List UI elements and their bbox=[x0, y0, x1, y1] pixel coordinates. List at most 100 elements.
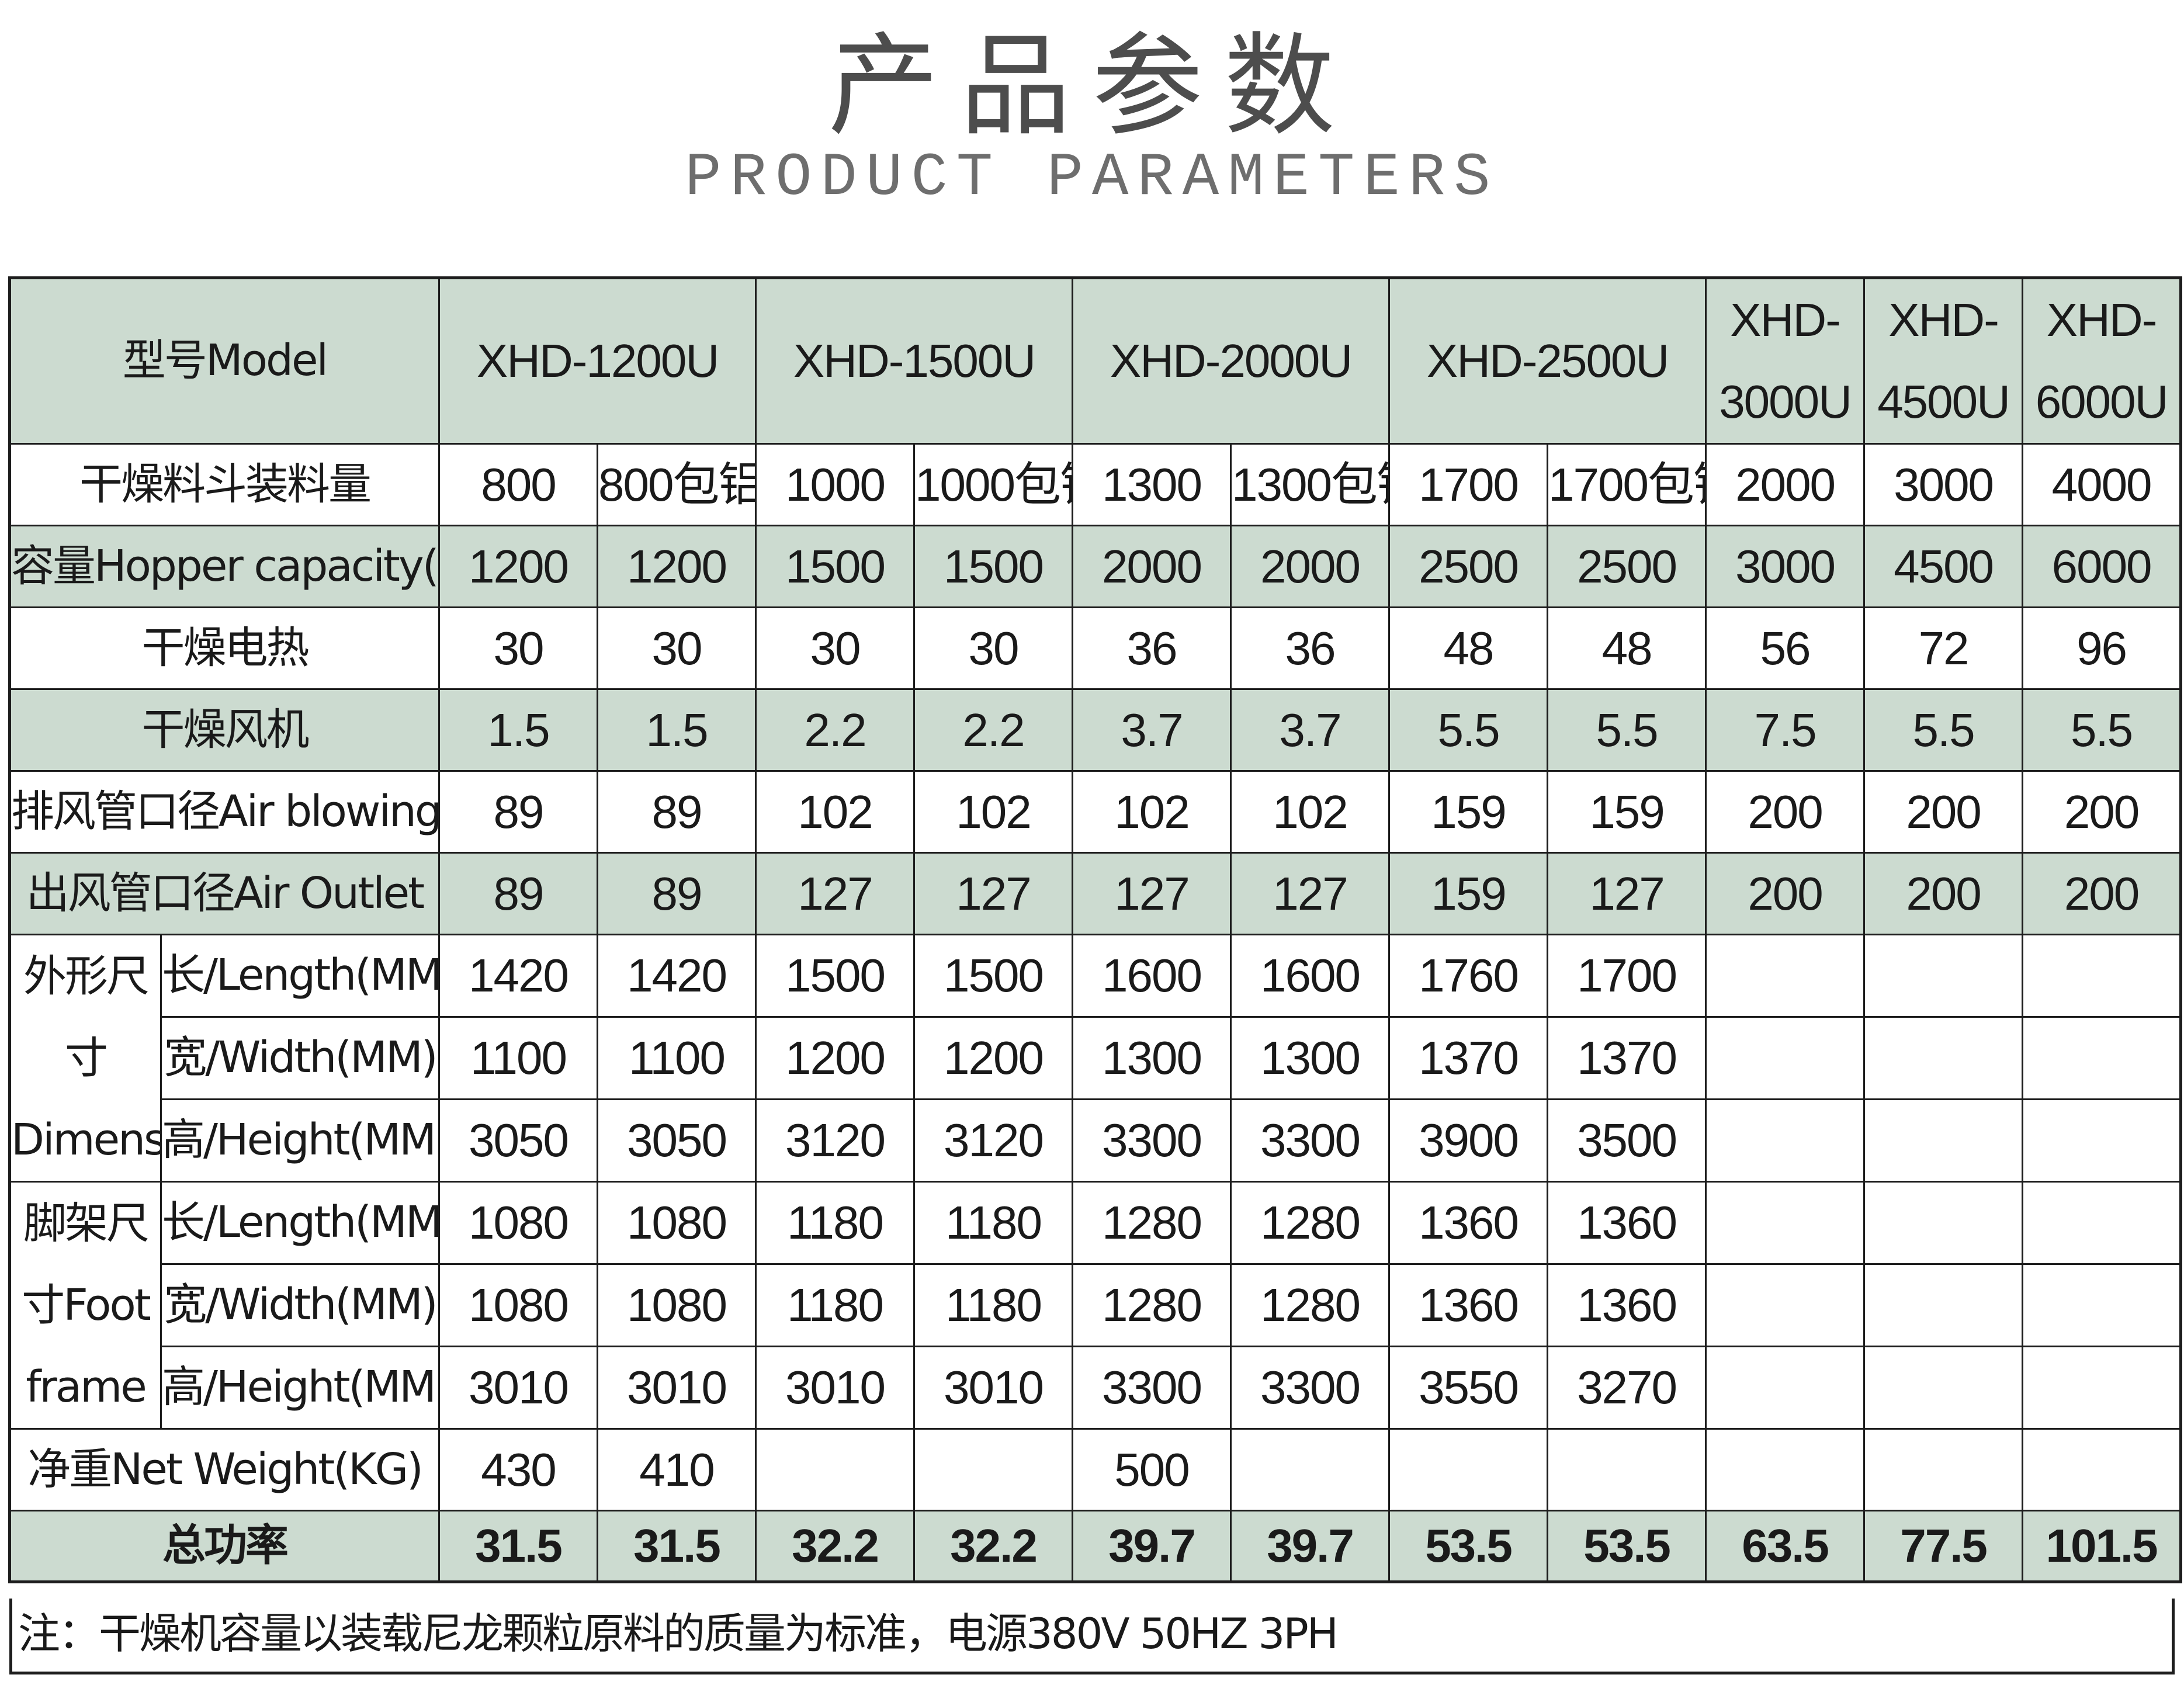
table-cell: 3050 bbox=[596, 1098, 757, 1183]
table-cell bbox=[1705, 934, 1866, 1018]
row-dimension-height: 高/Height(MM) 3050 3050 3120 3120 3300 3300 390… bbox=[10, 1098, 2182, 1183]
table-cell: 1420 bbox=[596, 934, 757, 1018]
table-cell: 1360 bbox=[1388, 1181, 1549, 1265]
table-cell: 1080 bbox=[438, 1263, 598, 1347]
table-cell: 1180 bbox=[913, 1263, 1074, 1347]
table-cell: 800 bbox=[438, 443, 598, 526]
row-label: 干燥风机 bbox=[9, 688, 440, 772]
table-cell: 159 bbox=[1388, 852, 1549, 935]
row-foot-length: 脚架尺寸Foot frame 长/Length(MM) 1080 1080 1180… bbox=[9, 1181, 2182, 1430]
table-cell: 127 bbox=[913, 852, 1074, 935]
table-cell: 200 bbox=[2022, 770, 2182, 854]
table-cell: 1300 bbox=[1230, 1016, 1391, 1100]
table-cell: 1360 bbox=[1547, 1263, 1707, 1347]
table-cell bbox=[2022, 1181, 2182, 1265]
row-label: 宽/Width(MM) bbox=[160, 1263, 440, 1347]
row-dimension-width: 宽/Width(MM) 1100 1100 1200 1200 1300 1300 1370… bbox=[10, 1016, 2182, 1100]
table-cell: 1760 bbox=[1388, 934, 1549, 1018]
foot-frame-group-label: 脚架尺寸Foot frame bbox=[9, 1181, 162, 1430]
table-cell: 430 bbox=[438, 1428, 598, 1511]
table-cell bbox=[1388, 1428, 1549, 1511]
table-cell: 2000 bbox=[1705, 443, 1866, 526]
table-cell: 30 bbox=[596, 606, 757, 690]
table-cell: 32.2 bbox=[755, 1510, 916, 1583]
row-capacity: 容量Hopper capacity(L) 1200 1200 1500 1500 200… bbox=[9, 525, 2182, 608]
page-title-cn: 产品参数 bbox=[827, 22, 1356, 151]
table-cell: 1420 bbox=[438, 934, 598, 1018]
table-cell: 32.2 bbox=[913, 1510, 1074, 1583]
table-cell: 1360 bbox=[1547, 1181, 1707, 1265]
row-air-blowing: 排风管口径Air blowing 89 89 102 102 102 102 159 159 2… bbox=[9, 770, 2182, 854]
table-cell: 5.5 bbox=[2022, 688, 2182, 772]
row-label: 长/Length(MM) bbox=[160, 1181, 440, 1265]
table-cell: 1000包铝 bbox=[913, 443, 1074, 526]
table-cell bbox=[755, 1428, 916, 1511]
table-cell: 1700 bbox=[1388, 443, 1549, 526]
table-cell bbox=[1705, 1098, 1866, 1183]
table-cell: 3010 bbox=[755, 1346, 916, 1430]
table-cell: 1100 bbox=[596, 1016, 757, 1100]
model-xhd-3000u: XHD-3000U bbox=[1705, 277, 1866, 445]
table-cell: 1200 bbox=[438, 525, 598, 608]
table-cell: 102 bbox=[1230, 770, 1391, 854]
table-cell: 30 bbox=[438, 606, 598, 690]
table-cell: 3050 bbox=[438, 1098, 598, 1183]
table-cell: 1180 bbox=[755, 1263, 916, 1347]
table-cell: 200 bbox=[2022, 852, 2182, 935]
table-cell bbox=[1863, 1346, 2024, 1430]
table-cell: 1280 bbox=[1230, 1263, 1391, 1347]
table-cell: 1360 bbox=[1388, 1263, 1549, 1347]
row-label: 总功率 bbox=[9, 1510, 440, 1583]
row-total-power: 总功率 31.5 31.5 32.2 32.2 39.7 39.7 53.5 53.5 63.5… bbox=[9, 1510, 2182, 1583]
table-cell bbox=[1705, 1263, 1866, 1347]
table-cell: 1.5 bbox=[438, 688, 598, 772]
table-cell bbox=[1705, 1016, 1866, 1100]
table-cell: 72 bbox=[1863, 606, 2024, 690]
row-label: 容量Hopper capacity(L) bbox=[9, 525, 440, 608]
row-label: 高/Height(MM) bbox=[160, 1098, 440, 1183]
table-cell: 102 bbox=[755, 770, 916, 854]
table-cell: 1000 bbox=[755, 443, 916, 526]
table-cell: 3300 bbox=[1072, 1098, 1232, 1183]
table-cell: 3010 bbox=[596, 1346, 757, 1430]
table-cell: 3300 bbox=[1230, 1346, 1391, 1430]
table-cell: 3000 bbox=[1863, 443, 2024, 526]
table-cell: 31.5 bbox=[438, 1510, 598, 1583]
table-cell: 3010 bbox=[438, 1346, 598, 1430]
table-cell: 1370 bbox=[1388, 1016, 1549, 1100]
table-cell: 1080 bbox=[438, 1181, 598, 1265]
table-cell: 3300 bbox=[1230, 1098, 1391, 1183]
table-cell: 200 bbox=[1863, 852, 2024, 935]
table-cell: 96 bbox=[2022, 606, 2182, 690]
table-cell: 3010 bbox=[913, 1346, 1074, 1430]
table-cell: 53.5 bbox=[1388, 1510, 1549, 1583]
table-cell: 2.2 bbox=[755, 688, 916, 772]
table-cell: 1500 bbox=[913, 934, 1074, 1018]
table-cell: 3.7 bbox=[1072, 688, 1232, 772]
table-cell: 3270 bbox=[1547, 1346, 1707, 1430]
table-cell: 500 bbox=[1072, 1428, 1232, 1511]
table-cell: 53.5 bbox=[1547, 1510, 1707, 1583]
table-cell: 102 bbox=[913, 770, 1074, 854]
table-cell: 127 bbox=[755, 852, 916, 935]
table-cell bbox=[1705, 1181, 1866, 1265]
table-cell: 3500 bbox=[1547, 1098, 1707, 1183]
table-cell: 102 bbox=[1072, 770, 1232, 854]
row-heating: 干燥电热 30 30 30 30 36 36 48 48 56 72 96 bbox=[9, 606, 2182, 690]
model-label: 型号Model bbox=[9, 277, 440, 445]
table-cell: 89 bbox=[596, 770, 757, 854]
model-xhd-1500u: XHD-1500U bbox=[755, 277, 1074, 445]
row-label: 排风管口径Air blowing bbox=[9, 770, 440, 854]
table-cell: 1500 bbox=[755, 525, 916, 608]
row-foot-height: 高/Height(MM) 3010 3010 3010 3010 3300 3300 355… bbox=[10, 1346, 2182, 1430]
table-cell: 1180 bbox=[755, 1181, 916, 1265]
table-cell: 1700包铝 bbox=[1547, 443, 1707, 526]
model-xhd-1200u: XHD-1200U bbox=[438, 277, 757, 445]
row-label: 出风管口径Air Outlet bbox=[9, 852, 440, 935]
table-cell: 159 bbox=[1547, 770, 1707, 854]
table-cell: 1600 bbox=[1072, 934, 1232, 1018]
row-label: 净重Net Weight(KG) bbox=[9, 1428, 440, 1511]
row-label: 长/Length(MM) bbox=[160, 934, 440, 1018]
table-cell: 1500 bbox=[913, 525, 1074, 608]
table-cell bbox=[1863, 1016, 2024, 1100]
